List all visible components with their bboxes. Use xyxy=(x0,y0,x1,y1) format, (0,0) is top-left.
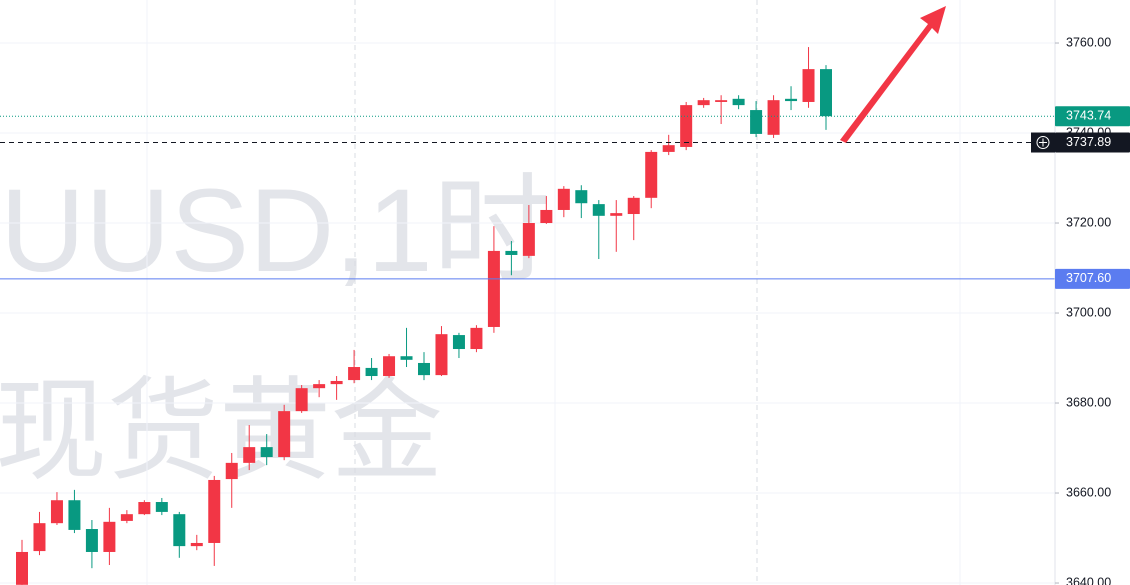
candle-body xyxy=(243,447,256,463)
price-label: 3707.60 xyxy=(1066,271,1111,285)
candle-body xyxy=(820,69,832,117)
candle-body xyxy=(383,356,396,377)
candle-body xyxy=(313,384,326,389)
arrow xyxy=(840,6,946,143)
candle-body xyxy=(85,529,98,552)
candle-body xyxy=(208,479,221,543)
crosshair-icon xyxy=(1039,138,1047,147)
price-lines xyxy=(0,115,1055,280)
candle-body xyxy=(575,190,588,204)
watermark-text: 现货黄金 xyxy=(0,369,443,494)
y-tick-label: 3660.00 xyxy=(1066,485,1111,499)
candle-body xyxy=(697,100,710,106)
candle-body xyxy=(557,188,570,210)
price-label: 3743.74 xyxy=(1066,108,1111,122)
price-label: 3737.89 xyxy=(1066,135,1111,149)
candle-body xyxy=(418,362,430,376)
grid xyxy=(0,0,1055,585)
y-tick-label: 3760.00 xyxy=(1066,35,1111,49)
candle-body xyxy=(173,514,186,547)
candle-body xyxy=(627,197,640,215)
candle-body xyxy=(645,151,658,198)
candle-body xyxy=(750,110,763,134)
candle-body xyxy=(785,98,798,102)
candle-body xyxy=(522,223,535,256)
candle-body xyxy=(103,521,116,552)
candle-body xyxy=(662,145,675,152)
y-tick-label: 3700.00 xyxy=(1066,305,1111,319)
candle-body xyxy=(592,204,605,216)
candle-body xyxy=(295,388,308,412)
candles xyxy=(16,47,832,585)
candle-body xyxy=(505,250,518,255)
candle-body xyxy=(400,356,413,360)
y-tick-label: 3640.00 xyxy=(1066,575,1111,585)
candle-body xyxy=(260,447,273,458)
candle-body xyxy=(680,105,693,147)
candle-body xyxy=(540,209,553,224)
candle-body xyxy=(365,367,378,377)
candle-body xyxy=(330,380,343,385)
watermark-text: UUSD,1时 xyxy=(0,165,551,297)
candle-body xyxy=(732,98,745,106)
candle-body xyxy=(138,502,151,515)
candle-body xyxy=(452,335,465,350)
candle-body xyxy=(767,100,780,135)
candle-body xyxy=(225,462,238,480)
candle-body xyxy=(715,100,728,102)
candle-body xyxy=(155,502,168,512)
candle-body xyxy=(802,69,815,102)
price-label-bg xyxy=(1055,132,1130,153)
candle-body xyxy=(16,551,28,585)
candle-body xyxy=(190,542,203,547)
y-axis: 3640.003660.003680.003700.003720.003740.… xyxy=(1031,35,1130,585)
candle-body xyxy=(610,213,623,216)
price-label-bg xyxy=(1055,106,1130,127)
candle-body xyxy=(68,500,81,530)
y-tick-label: 3680.00 xyxy=(1066,395,1111,409)
candle-body xyxy=(348,367,361,381)
candle-body xyxy=(33,523,46,552)
crosshair-icon xyxy=(1036,136,1050,150)
candle-body xyxy=(278,411,291,458)
candle-body xyxy=(435,334,448,376)
candle-body xyxy=(470,327,483,350)
candle-body xyxy=(120,514,133,521)
price-label-bg xyxy=(1055,268,1130,289)
y-tick-label: 3720.00 xyxy=(1066,215,1111,229)
candle-body xyxy=(487,250,500,327)
candle-body xyxy=(50,500,63,524)
